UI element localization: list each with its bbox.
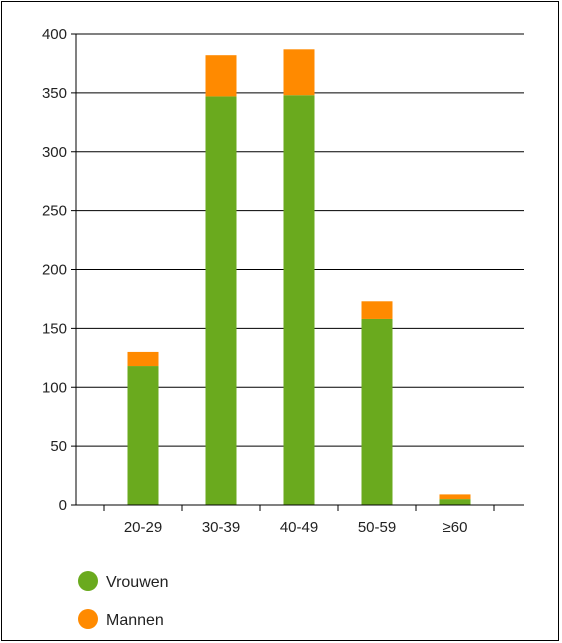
- x-tick-label: ≥60: [443, 519, 468, 536]
- x-tick-label: 50-59: [358, 519, 396, 536]
- bar-vrouwen-1: [205, 96, 237, 505]
- x-axis-ticks: 20-29 30-39 40-49 50-59 ≥60: [103, 505, 495, 536]
- x-tick-label: 40-49: [280, 519, 318, 536]
- bar-mannen-4: [439, 494, 471, 500]
- bars: [127, 49, 471, 505]
- bar-vrouwen-2: [283, 95, 315, 505]
- y-tick-label: 50: [50, 438, 67, 455]
- legend: Vrouwen Mannen: [78, 571, 169, 629]
- bar-vrouwen-4: [439, 499, 471, 505]
- legend-swatch: [78, 571, 98, 591]
- y-tick-label: 250: [42, 203, 67, 220]
- bar-mannen-2: [283, 49, 315, 96]
- bar-mannen-0: [127, 351, 159, 367]
- bar-vrouwen-3: [361, 318, 393, 505]
- legend-swatch: [78, 609, 98, 629]
- legend-label: Mannen: [106, 612, 164, 629]
- y-tick-label: 300: [42, 144, 67, 161]
- bar-mannen-1: [205, 55, 237, 97]
- bar-vrouwen-0: [127, 366, 159, 505]
- legend-item-mannen: Mannen: [78, 609, 164, 629]
- y-tick-label: 150: [42, 320, 67, 337]
- y-tick-label: 200: [42, 262, 67, 279]
- y-tick-label: 400: [42, 26, 67, 43]
- x-tick-label: 30-39: [202, 519, 240, 536]
- legend-item-vrouwen: Vrouwen: [78, 571, 169, 591]
- x-tick-label: 20-29: [124, 519, 162, 536]
- y-tick-label: 0: [59, 497, 67, 514]
- y-tick-label: 100: [42, 379, 67, 396]
- legend-label: Vrouwen: [106, 574, 169, 591]
- y-axis-ticks: 0 50 100 150 200 250 300 350 400: [42, 26, 76, 514]
- bar-mannen-3: [361, 301, 393, 319]
- y-tick-label: 350: [42, 85, 67, 102]
